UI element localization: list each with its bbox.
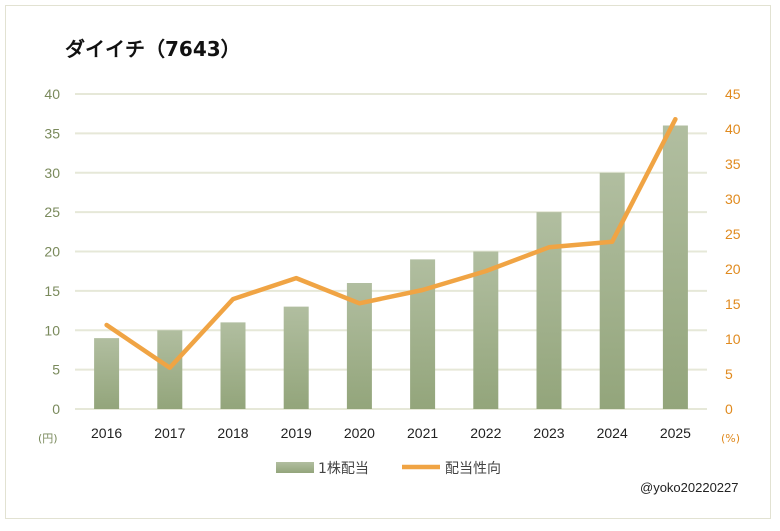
bar-2016: [94, 338, 120, 409]
bar-2019: [283, 306, 309, 409]
credit-text: @yoko20220227: [640, 480, 739, 495]
bar-2025: [662, 125, 688, 409]
x-tick-label: 2025: [660, 425, 691, 441]
bar-2022: [473, 251, 499, 409]
bar-2023: [536, 212, 562, 409]
x-tick-label: 2016: [91, 425, 122, 441]
x-tick-label: 2018: [217, 425, 248, 441]
right-tick-label: 40: [725, 121, 741, 137]
bar-2021: [410, 259, 436, 409]
right-tick-label: 15: [725, 296, 741, 312]
right-tick-label: 5: [725, 366, 733, 382]
left-tick-label: 15: [44, 283, 60, 299]
bar-2018: [220, 322, 246, 409]
right-tick-label: 25: [725, 226, 741, 242]
right-tick-label: 20: [725, 261, 741, 277]
x-tick-label: 2024: [597, 425, 628, 441]
right-axis-unit: (%): [721, 432, 740, 445]
x-tick-label: 2020: [344, 425, 375, 441]
right-tick-label: 10: [725, 331, 741, 347]
left-tick-label: 10: [44, 322, 60, 338]
payout-ratio-line: [104, 116, 678, 370]
x-tick-label: 2022: [470, 425, 501, 441]
left-tick-label: 5: [52, 362, 60, 378]
right-tick-label: 30: [725, 191, 741, 207]
left-tick-label: 30: [44, 165, 60, 181]
legend-bar-swatch: [276, 462, 314, 473]
left-tick-label: 35: [44, 125, 60, 141]
left-axis-unit: (円): [38, 432, 58, 445]
chart-title: ダイイチ（7643）: [65, 37, 241, 61]
right-tick-label: 35: [725, 156, 741, 172]
bar-2024: [599, 172, 625, 409]
x-tick-label: 2017: [154, 425, 185, 441]
x-tick-label: 2019: [281, 425, 312, 441]
left-tick-label: 0: [52, 401, 60, 417]
legend-bar-label: 1株配当: [318, 461, 369, 477]
left-tick-label: 40: [44, 86, 60, 102]
right-tick-label: 0: [725, 401, 733, 417]
x-tick-label: 2023: [533, 425, 564, 441]
right-tick-label: 45: [725, 86, 741, 102]
x-tick-label: 2021: [407, 425, 438, 441]
chart-frame: [5, 5, 771, 519]
left-tick-label: 25: [44, 204, 60, 220]
left-tick-label: 20: [44, 244, 60, 260]
legend-line-label: 配当性向: [445, 461, 501, 477]
